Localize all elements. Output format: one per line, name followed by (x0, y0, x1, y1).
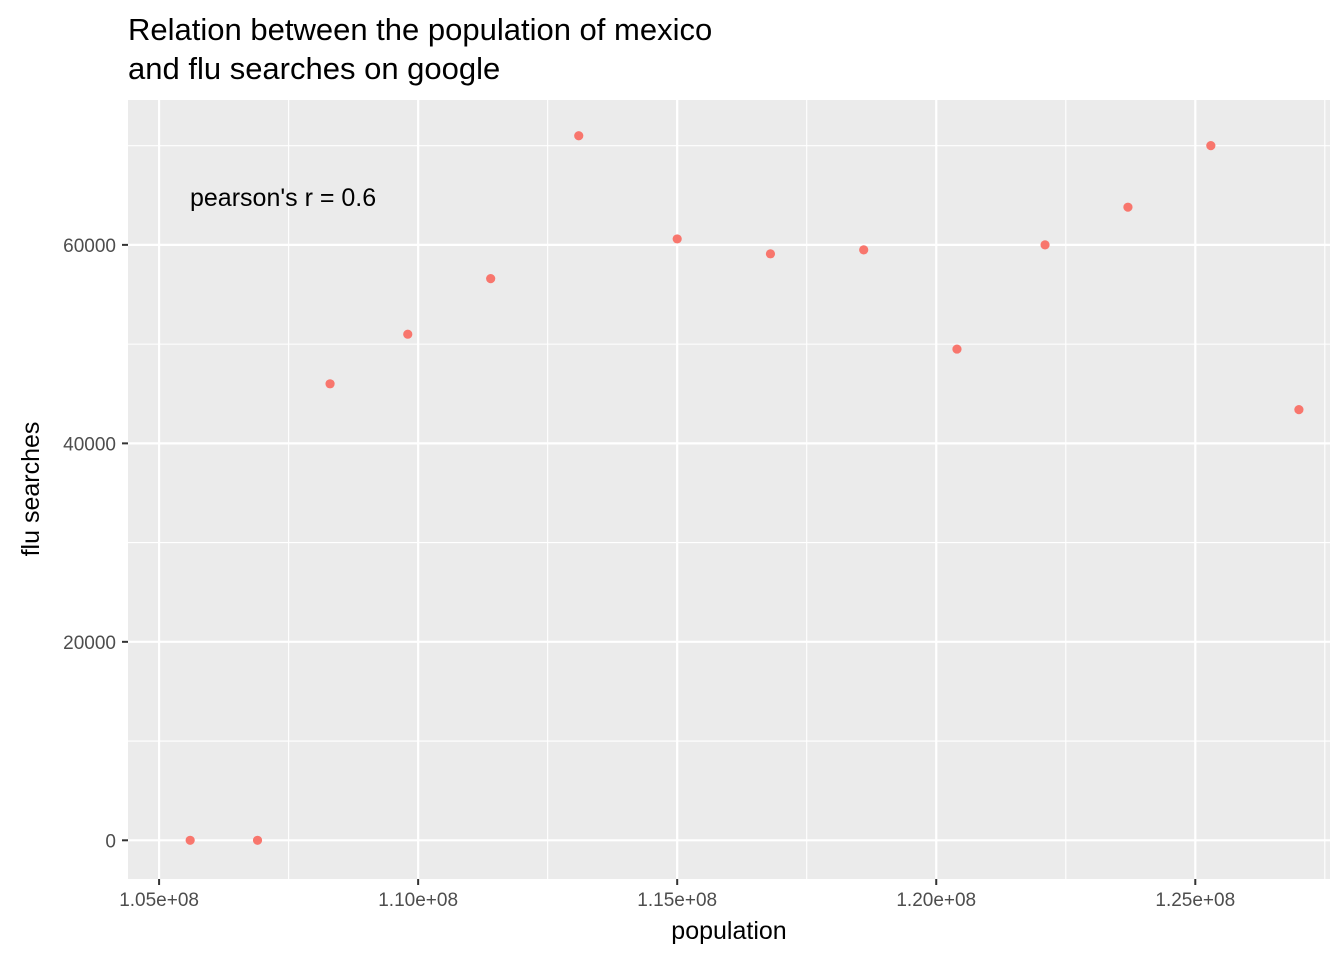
x-tick-label: 1.15e+08 (637, 890, 717, 911)
data-point (403, 329, 413, 339)
x-tick-label: 1.05e+08 (119, 890, 199, 911)
x-axis-title: population (671, 917, 786, 945)
plot-panel (128, 100, 1330, 879)
data-point (1294, 405, 1304, 415)
minor-gridlines (128, 100, 1330, 879)
data-point (486, 274, 496, 284)
y-tick-label: 0 (105, 831, 116, 852)
y-tick-label: 20000 (63, 633, 116, 654)
data-point (1123, 202, 1133, 212)
pearson-annotation: pearson's r = 0.6 (190, 184, 376, 212)
x-axis: 1.05e+08 1.10e+08 1.15e+08 1.20e+08 1.25e+08 (119, 879, 1235, 911)
data-point (1040, 240, 1050, 250)
data-point (252, 835, 263, 845)
x-tick-label: 1.25e+08 (1155, 890, 1235, 911)
data-point (185, 835, 195, 845)
chart-title-line-2: and flu searches on google (128, 51, 500, 86)
data-point (1206, 141, 1216, 151)
x-tick-label: 1.20e+08 (896, 890, 976, 911)
chart-title-line-1: Relation between the population of mexic… (128, 12, 712, 47)
chart-title: Relation between the population of mexic… (128, 12, 712, 86)
y-tick-label: 60000 (63, 236, 116, 257)
data-point (859, 245, 869, 255)
data-point (952, 344, 962, 354)
major-gridlines (128, 100, 1330, 879)
data-point (765, 249, 776, 259)
data-point (672, 234, 682, 244)
x-tick-label: 1.10e+08 (378, 890, 458, 911)
data-point (574, 131, 584, 141)
y-tick-label: 40000 (63, 434, 116, 455)
y-axis: 0 20000 40000 60000 (63, 236, 128, 852)
data-point (325, 379, 335, 389)
data-points (185, 131, 1304, 845)
y-axis-title: flu searches (17, 422, 45, 557)
